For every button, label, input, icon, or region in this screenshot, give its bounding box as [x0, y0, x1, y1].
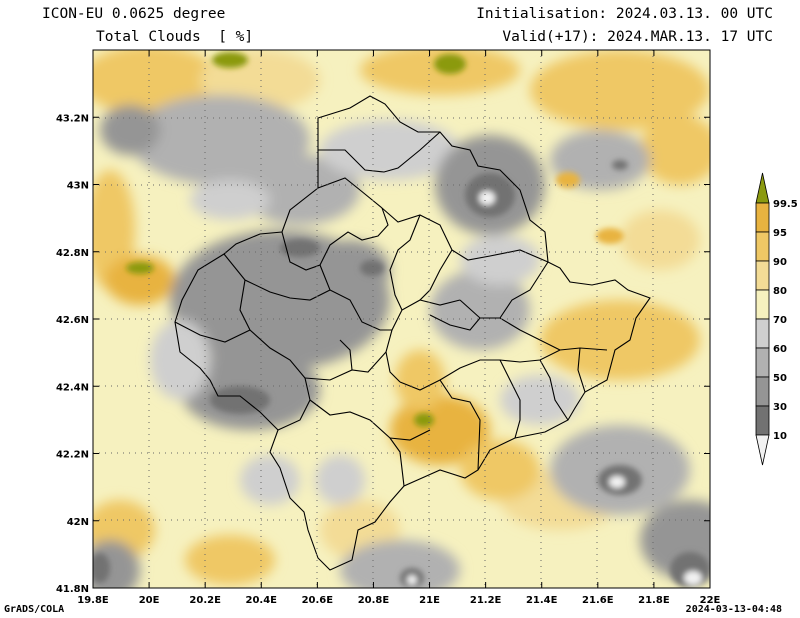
lon-tick-label: 21.4E	[526, 595, 558, 606]
lon-tick-label: 20.4E	[246, 595, 278, 606]
lat-tick-label: 42N	[67, 517, 89, 528]
map-title: ICON-EU 0.0625 degree	[42, 6, 226, 22]
variable-title: Total Clouds [ %]	[96, 29, 254, 45]
lat-tick-label: 41.8N	[56, 584, 89, 595]
lon-tick-label: 22E	[700, 595, 721, 606]
color-legend: 99.5 95 90 80 70 60 50 30 10	[755, 172, 798, 466]
lon-tick-label: 20.2E	[189, 595, 221, 606]
graticule	[93, 50, 710, 588]
legend-swatch	[755, 172, 770, 204]
legend-swatch	[755, 260, 770, 291]
lat-tick-label: 43N	[67, 181, 89, 192]
legend-swatch	[755, 405, 770, 436]
timestamp-label: 2024-03-13-04:48	[685, 604, 782, 615]
legend-label: 60	[773, 344, 787, 355]
lon-tick-label: 21.2E	[470, 595, 502, 606]
lon-tick-label: 20.8E	[358, 595, 390, 606]
cloud-field	[93, 50, 710, 588]
lat-tick-label: 42.6N	[56, 315, 89, 326]
lat-tick-label: 43.2N	[56, 113, 89, 124]
legend-swatch	[755, 289, 770, 320]
lon-tick-label: 20.6E	[302, 595, 334, 606]
credit-label: GrADS/COLA	[4, 604, 65, 615]
legend-label: 10	[773, 431, 787, 442]
lat-tick-label: 42.4N	[56, 382, 89, 393]
boundaries	[174, 95, 651, 571]
lat-tick-label: 42.8N	[56, 248, 89, 259]
legend-swatch	[755, 202, 770, 233]
lon-tick-label: 21.8E	[638, 595, 670, 606]
legend-label: 50	[773, 373, 787, 384]
lon-tick-label: 19.8E	[77, 595, 109, 606]
legend-swatch	[755, 231, 770, 262]
valid-time-label: Valid(+17): 2024.MAR.13. 17 UTC	[502, 29, 773, 45]
legend-swatch	[755, 347, 770, 378]
legend-swatch	[755, 434, 770, 466]
lon-tick-label: 20E	[139, 595, 160, 606]
legend-label: 70	[773, 315, 787, 326]
legend-swatch	[755, 318, 770, 349]
legend-label: 90	[773, 257, 787, 268]
lon-tick-label: 21.6E	[582, 595, 614, 606]
lon-tick-label: 21E	[419, 595, 440, 606]
initialisation-label: Initialisation: 2024.03.13. 00 UTC	[476, 6, 773, 22]
legend-label: 95	[773, 228, 787, 239]
legend-label: 30	[773, 402, 787, 413]
legend-label: 80	[773, 286, 787, 297]
legend-swatch	[755, 376, 770, 407]
legend-label: 99.5	[773, 199, 798, 210]
lat-tick-label: 42.2N	[56, 450, 89, 461]
